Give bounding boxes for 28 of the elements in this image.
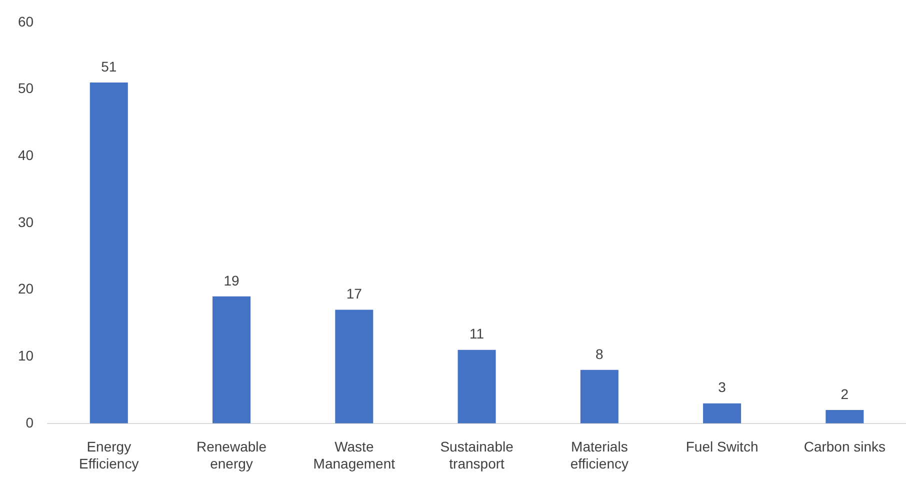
- y-tick-label: 20: [18, 280, 34, 297]
- y-tick-label: 60: [18, 13, 34, 30]
- x-tick-label: Energy Efficiency: [79, 438, 139, 472]
- x-tick-label: Waste Management: [313, 438, 396, 472]
- y-tick-label: 0: [26, 414, 34, 430]
- x-tick-label: Materials efficiency: [570, 438, 628, 472]
- bar: [212, 296, 251, 424]
- data-label: 8: [596, 346, 604, 362]
- x-tick-label: Sustainable transport: [440, 438, 514, 472]
- y-tick-label: 50: [18, 80, 34, 96]
- bar: [90, 82, 128, 424]
- data-label: 2: [840, 386, 849, 402]
- x-tick-label: Carbon sinks: [804, 438, 886, 455]
- y-tick-label: 40: [18, 146, 34, 163]
- bar: [458, 350, 496, 424]
- data-label: 19: [224, 272, 240, 288]
- bar: [335, 310, 374, 424]
- bar: [703, 403, 742, 424]
- data-label: 51: [101, 58, 117, 74]
- y-tick-label: 10: [18, 347, 34, 364]
- x-tick-label: Renewable energy: [196, 438, 267, 472]
- bar: [580, 370, 618, 424]
- y-tick-label: 30: [18, 214, 34, 230]
- data-label: 11: [470, 326, 484, 342]
- bar: [826, 410, 864, 424]
- data-label: 3: [718, 379, 726, 396]
- data-label: 17: [346, 286, 362, 302]
- x-tick-label: Fuel Switch: [686, 438, 758, 455]
